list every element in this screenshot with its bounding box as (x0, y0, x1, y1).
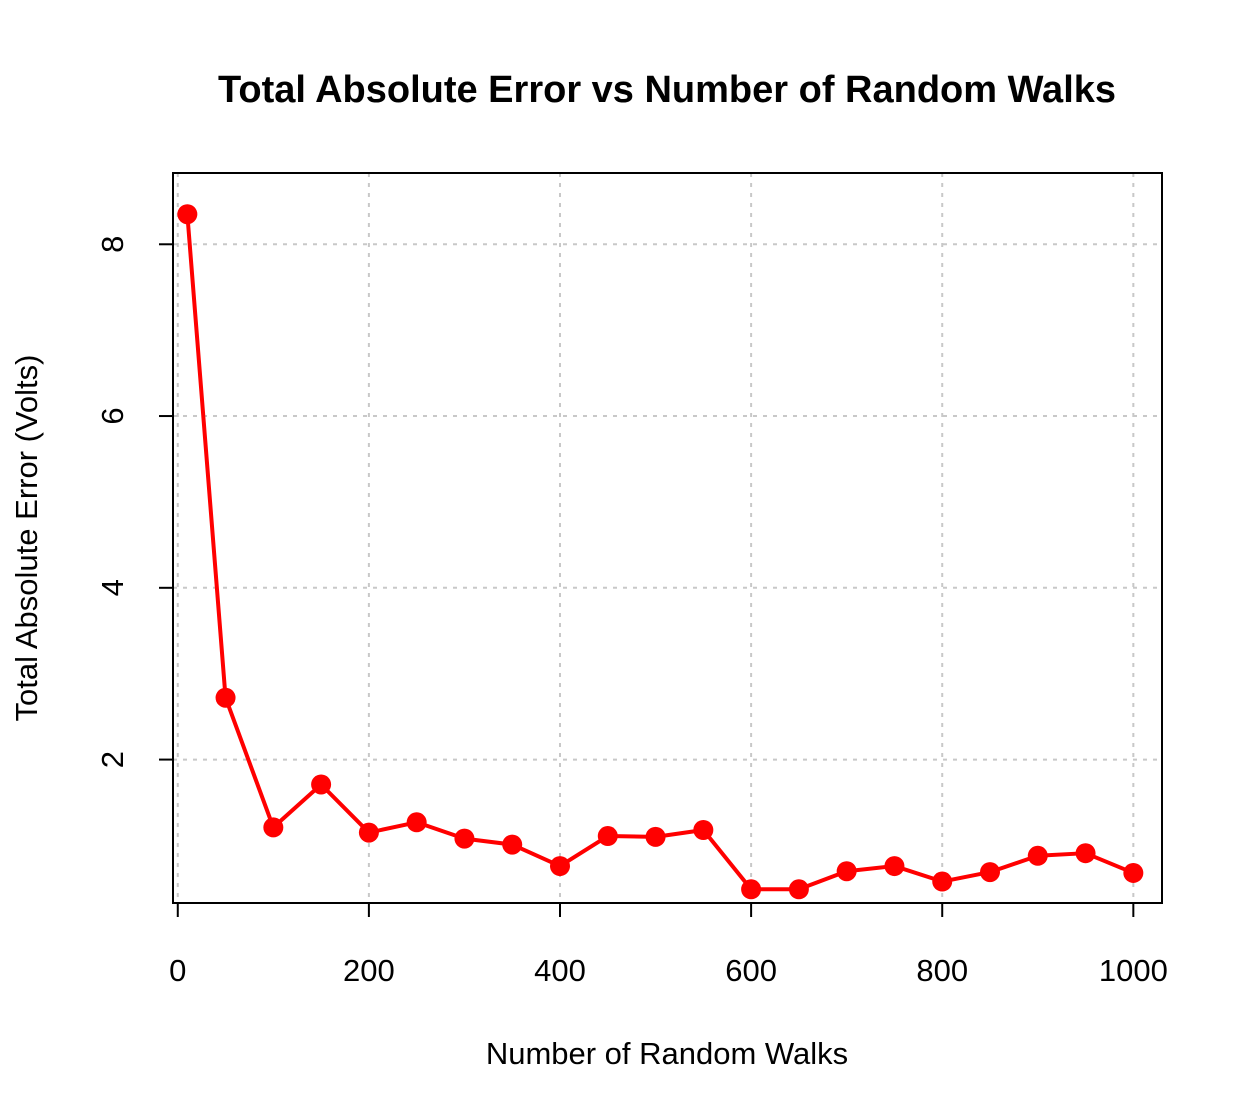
data-point (550, 856, 570, 877)
data-point (932, 871, 953, 892)
data-point (1027, 845, 1048, 866)
series-group (177, 204, 1144, 900)
data-point (1075, 843, 1096, 864)
x-tick-label: 200 (343, 953, 395, 988)
data-point (788, 879, 809, 900)
y-tick-label: 4 (95, 579, 130, 596)
data-point (836, 861, 857, 882)
y-axis: 2 4 6 8 (95, 236, 173, 768)
data-point (502, 834, 523, 855)
chart-title: Total Absolute Error vs Number of Random… (218, 69, 1116, 111)
plot-frame (172, 172, 1163, 904)
data-point (645, 826, 666, 847)
x-tick-label: 0 (169, 953, 186, 988)
data-point (1123, 862, 1144, 883)
x-axis-label: Number of Random Walks (486, 1036, 848, 1071)
data-point (263, 817, 284, 838)
y-axis-label: Total Absolute Error (Volts) (9, 355, 44, 722)
y-tick-label: 8 (95, 236, 130, 253)
y-tick-label: 6 (95, 407, 130, 424)
data-point (741, 879, 762, 900)
data-point (597, 826, 618, 847)
y-tick-label: 2 (95, 751, 130, 768)
data-point (406, 812, 427, 833)
x-tick-label: 400 (534, 953, 586, 988)
data-point (454, 828, 475, 849)
data-point (884, 856, 905, 877)
data-point (358, 822, 379, 843)
data-point (311, 774, 332, 795)
x-tick-label: 800 (916, 953, 968, 988)
x-tick-label: 600 (725, 953, 777, 988)
data-point (693, 820, 714, 840)
data-point (177, 204, 198, 225)
grid (173, 173, 1162, 903)
data-point (215, 687, 236, 708)
x-axis: 0 200 400 600 800 1000 (169, 903, 1168, 988)
x-tick-label: 1000 (1099, 953, 1168, 988)
data-point (980, 862, 1000, 883)
